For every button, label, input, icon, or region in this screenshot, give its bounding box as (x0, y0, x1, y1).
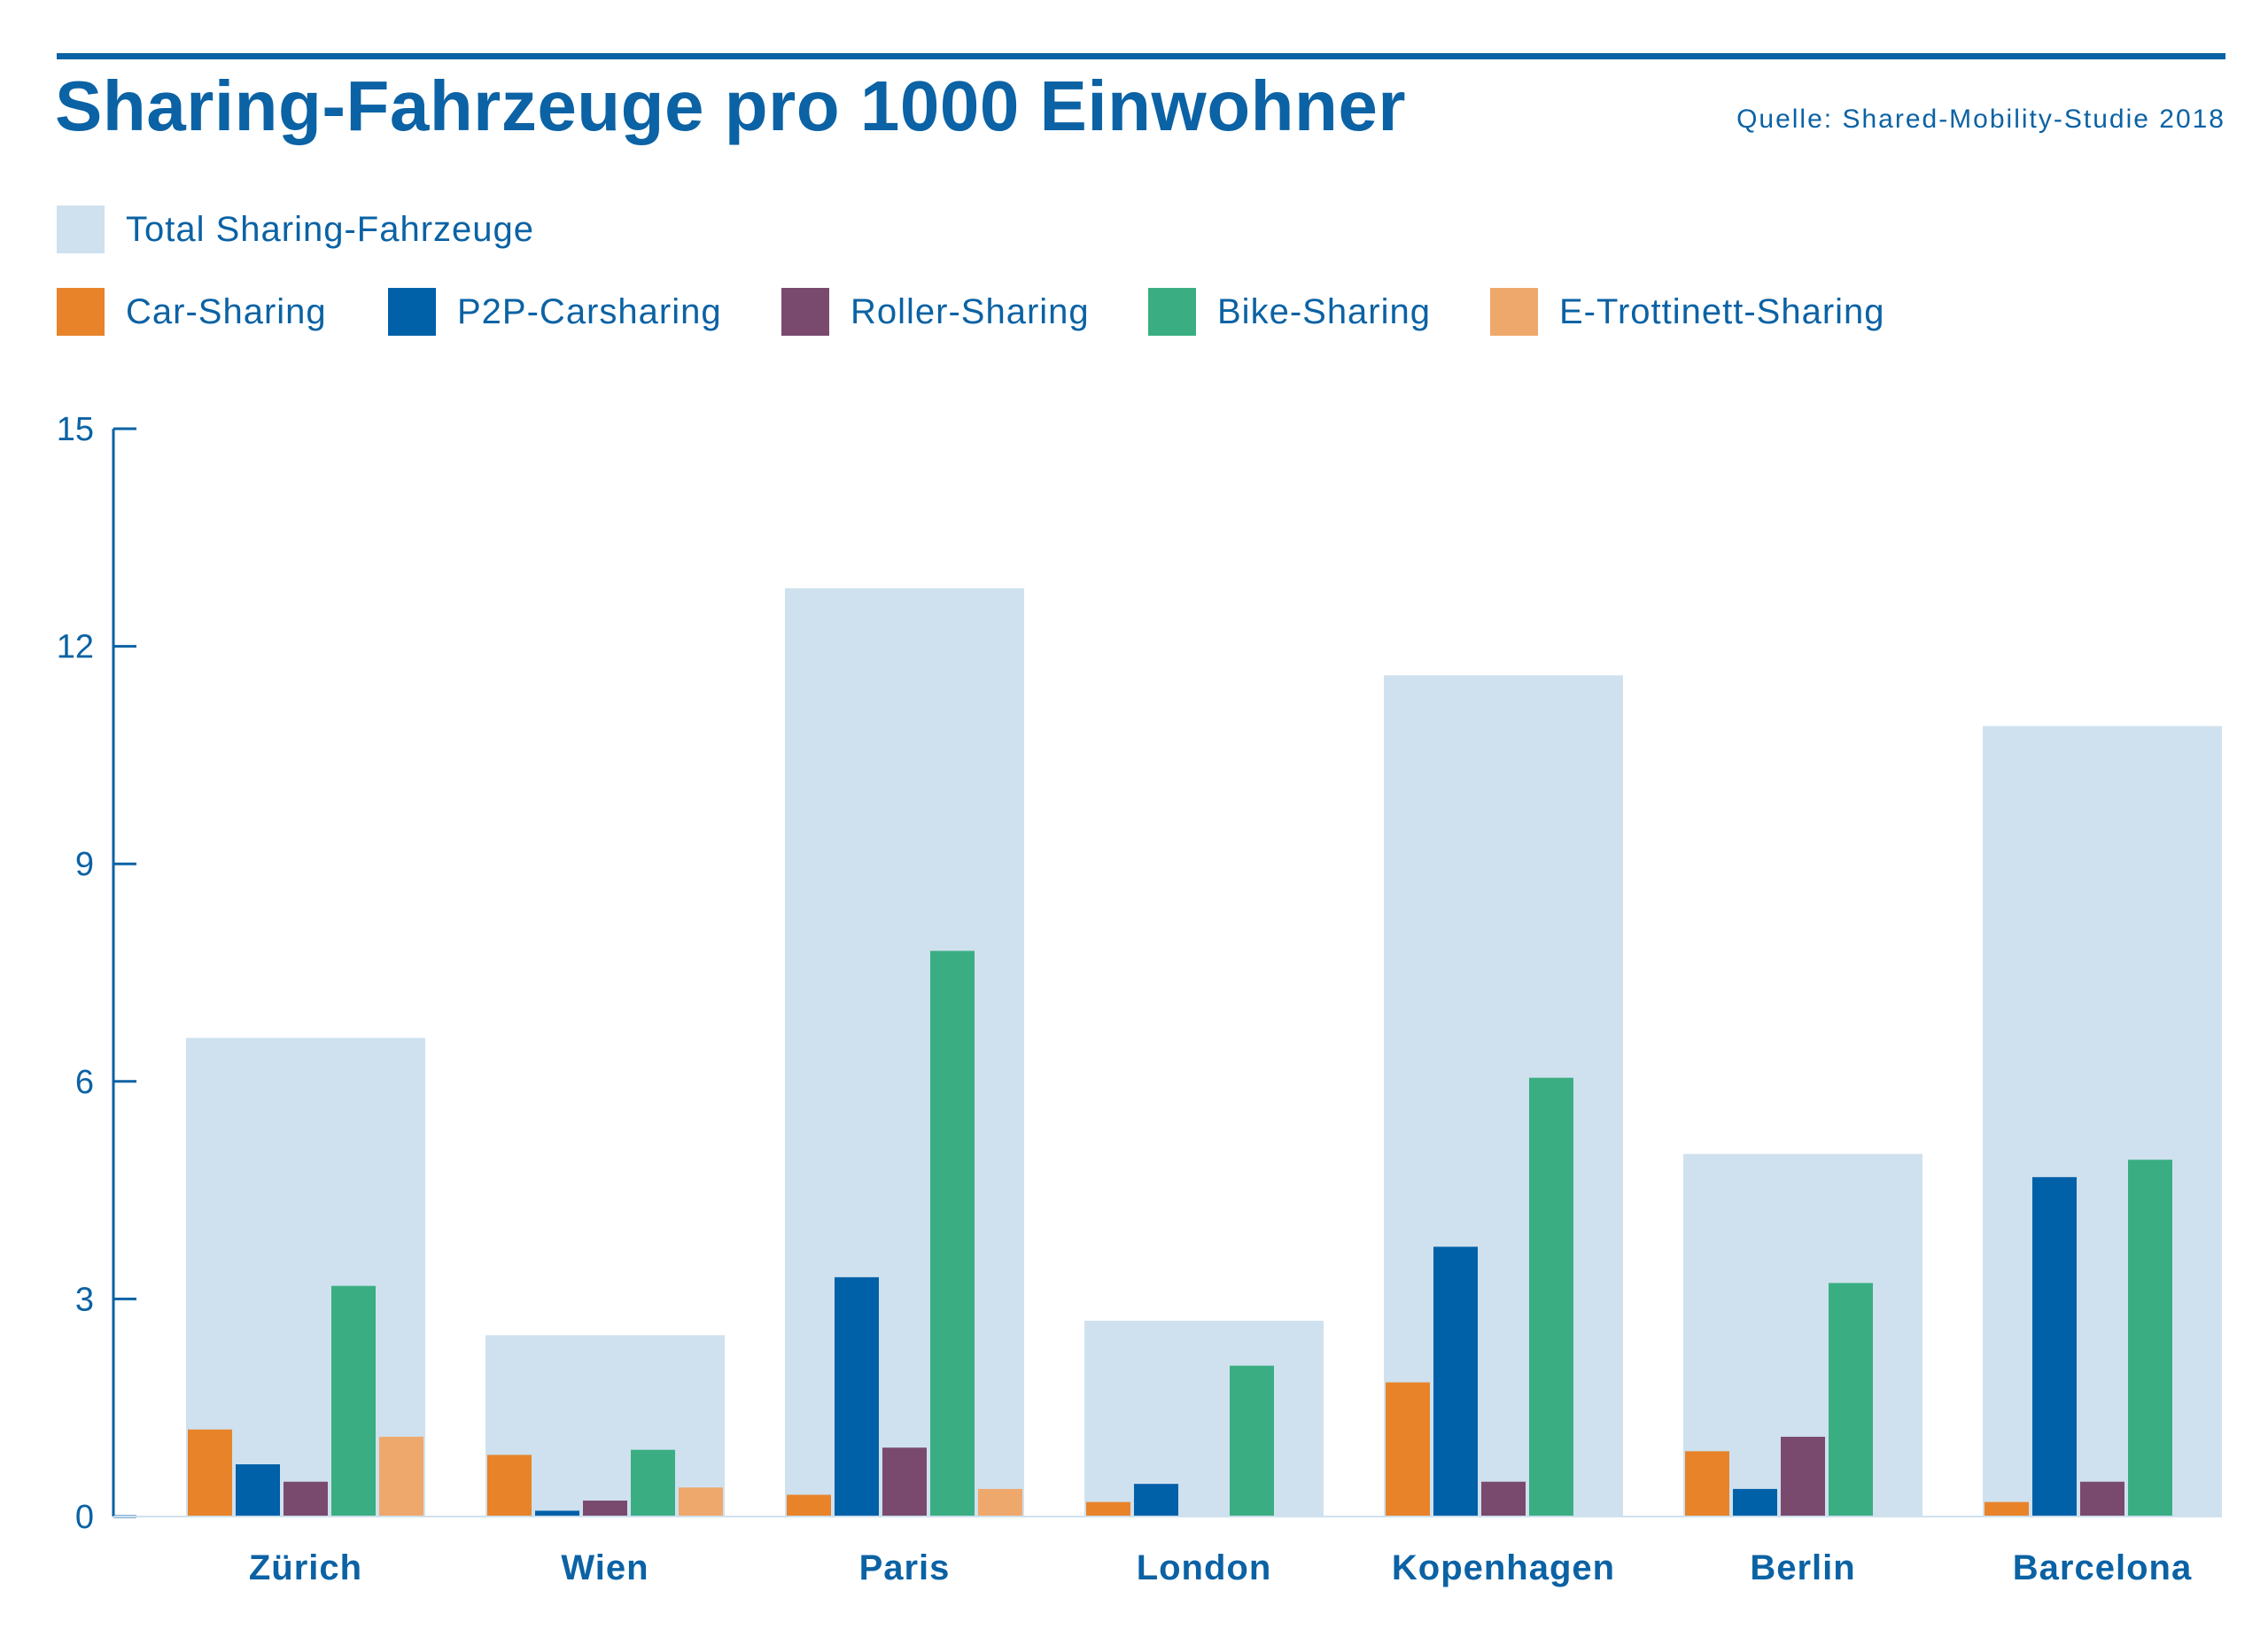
y-tick-label-0: 0 (75, 1499, 94, 1536)
x-tick-label-berlin: Berlin (1750, 1548, 1855, 1587)
bar-roller-sharing-barcelona (2080, 1481, 2124, 1517)
bar-car-sharing-berlin (1685, 1451, 1729, 1517)
bar-roller-sharing-wien (583, 1500, 627, 1517)
x-tick-label-barcelona: Barcelona (2013, 1548, 2192, 1587)
legend-item-total: Total Sharing-Fahrzeuge (57, 206, 534, 253)
legend-label-e-trottinett-sharing: E-Trottinett-Sharing (1559, 291, 1885, 331)
bar-p2p-carsharing-kopenhagen (1433, 1246, 1478, 1517)
legend-item-roller-sharing: Roller-Sharing (781, 288, 1090, 336)
bar-e-trottinett-sharing-wien (679, 1487, 723, 1517)
bar-p2p-carsharing-wien (535, 1510, 579, 1517)
bar-roller-sharing-zurich (284, 1481, 328, 1517)
x-tick-label-wien: Wien (561, 1548, 649, 1587)
legend-item-bike-sharing: Bike-Sharing (1148, 288, 1431, 336)
bar-e-trottinett-sharing-zurich (379, 1436, 423, 1517)
x-tick-label-zurich: Zürich (249, 1548, 362, 1587)
total-bar-kopenhagen (1384, 675, 1623, 1517)
legend-label-total: Total Sharing-Fahrzeuge (126, 209, 535, 249)
bar-car-sharing-barcelona (1984, 1501, 2029, 1517)
bar-e-trottinett-sharing-paris (978, 1488, 1022, 1517)
bar-car-sharing-paris (787, 1494, 831, 1517)
legend-swatch-car-sharing (57, 288, 105, 336)
legend-label-p2p-carsharing: P2P-Carsharing (457, 291, 722, 331)
bar-roller-sharing-paris (882, 1447, 927, 1517)
y-tick-label-15: 15 (57, 411, 94, 448)
bar-bike-sharing-barcelona (2128, 1160, 2172, 1517)
legend-item-car-sharing: Car-Sharing (57, 288, 327, 336)
total-bar-london (1084, 1320, 1324, 1517)
legend-label-bike-sharing: Bike-Sharing (1217, 291, 1432, 331)
bar-p2p-carsharing-zurich (236, 1464, 280, 1517)
bar-bike-sharing-paris (930, 950, 975, 1517)
legend-item-e-trottinett-sharing: E-Trottinett-Sharing (1490, 288, 1885, 336)
legend-swatch-p2p-carsharing (388, 288, 436, 336)
total-bar-barcelona (1983, 725, 2222, 1517)
bar-bike-sharing-wien (631, 1449, 675, 1517)
legend-swatch-total (57, 206, 105, 253)
bar-car-sharing-wien (487, 1455, 532, 1517)
legend-label-car-sharing: Car-Sharing (126, 291, 327, 331)
x-tick-label-london: London (1137, 1548, 1272, 1587)
y-tick-label-6: 6 (75, 1064, 94, 1101)
source-note: Quelle: Shared-Mobility-Studie 2018 (1736, 105, 2225, 134)
bar-car-sharing-kopenhagen (1386, 1382, 1430, 1517)
legend-swatch-roller-sharing (781, 288, 829, 336)
legend-swatch-e-trottinett-sharing (1490, 288, 1538, 336)
legend-swatch-bike-sharing (1148, 288, 1196, 336)
bar-p2p-carsharing-paris (835, 1276, 879, 1517)
bar-bike-sharing-zurich (331, 1285, 376, 1517)
bar-bike-sharing-london (1230, 1365, 1274, 1517)
bar-car-sharing-zurich (188, 1429, 232, 1517)
bar-p2p-carsharing-barcelona (2032, 1176, 2077, 1517)
total-bar-paris (785, 588, 1024, 1517)
bar-bike-sharing-berlin (1829, 1283, 1873, 1517)
bar-p2p-carsharing-berlin (1733, 1488, 1777, 1517)
bar-bike-sharing-kopenhagen (1529, 1077, 1573, 1517)
bar-car-sharing-london (1086, 1501, 1130, 1517)
x-tick-label-kopenhagen: Kopenhagen (1392, 1548, 1615, 1587)
bar-p2p-carsharing-london (1134, 1484, 1178, 1517)
legend-label-roller-sharing: Roller-Sharing (850, 291, 1090, 331)
bar-roller-sharing-kopenhagen (1481, 1481, 1526, 1517)
top-rule (57, 53, 2225, 59)
page-title: Sharing-Fahrzeuge pro 1000 Einwohner (55, 66, 1406, 145)
bar-roller-sharing-berlin (1781, 1436, 1825, 1517)
legend-item-p2p-carsharing: P2P-Carsharing (388, 288, 722, 336)
y-tick-label-3: 3 (75, 1281, 94, 1318)
y-tick-label-12: 12 (57, 629, 94, 666)
x-tick-label-paris: Paris (859, 1548, 951, 1587)
y-tick-label-9: 9 (75, 846, 94, 883)
